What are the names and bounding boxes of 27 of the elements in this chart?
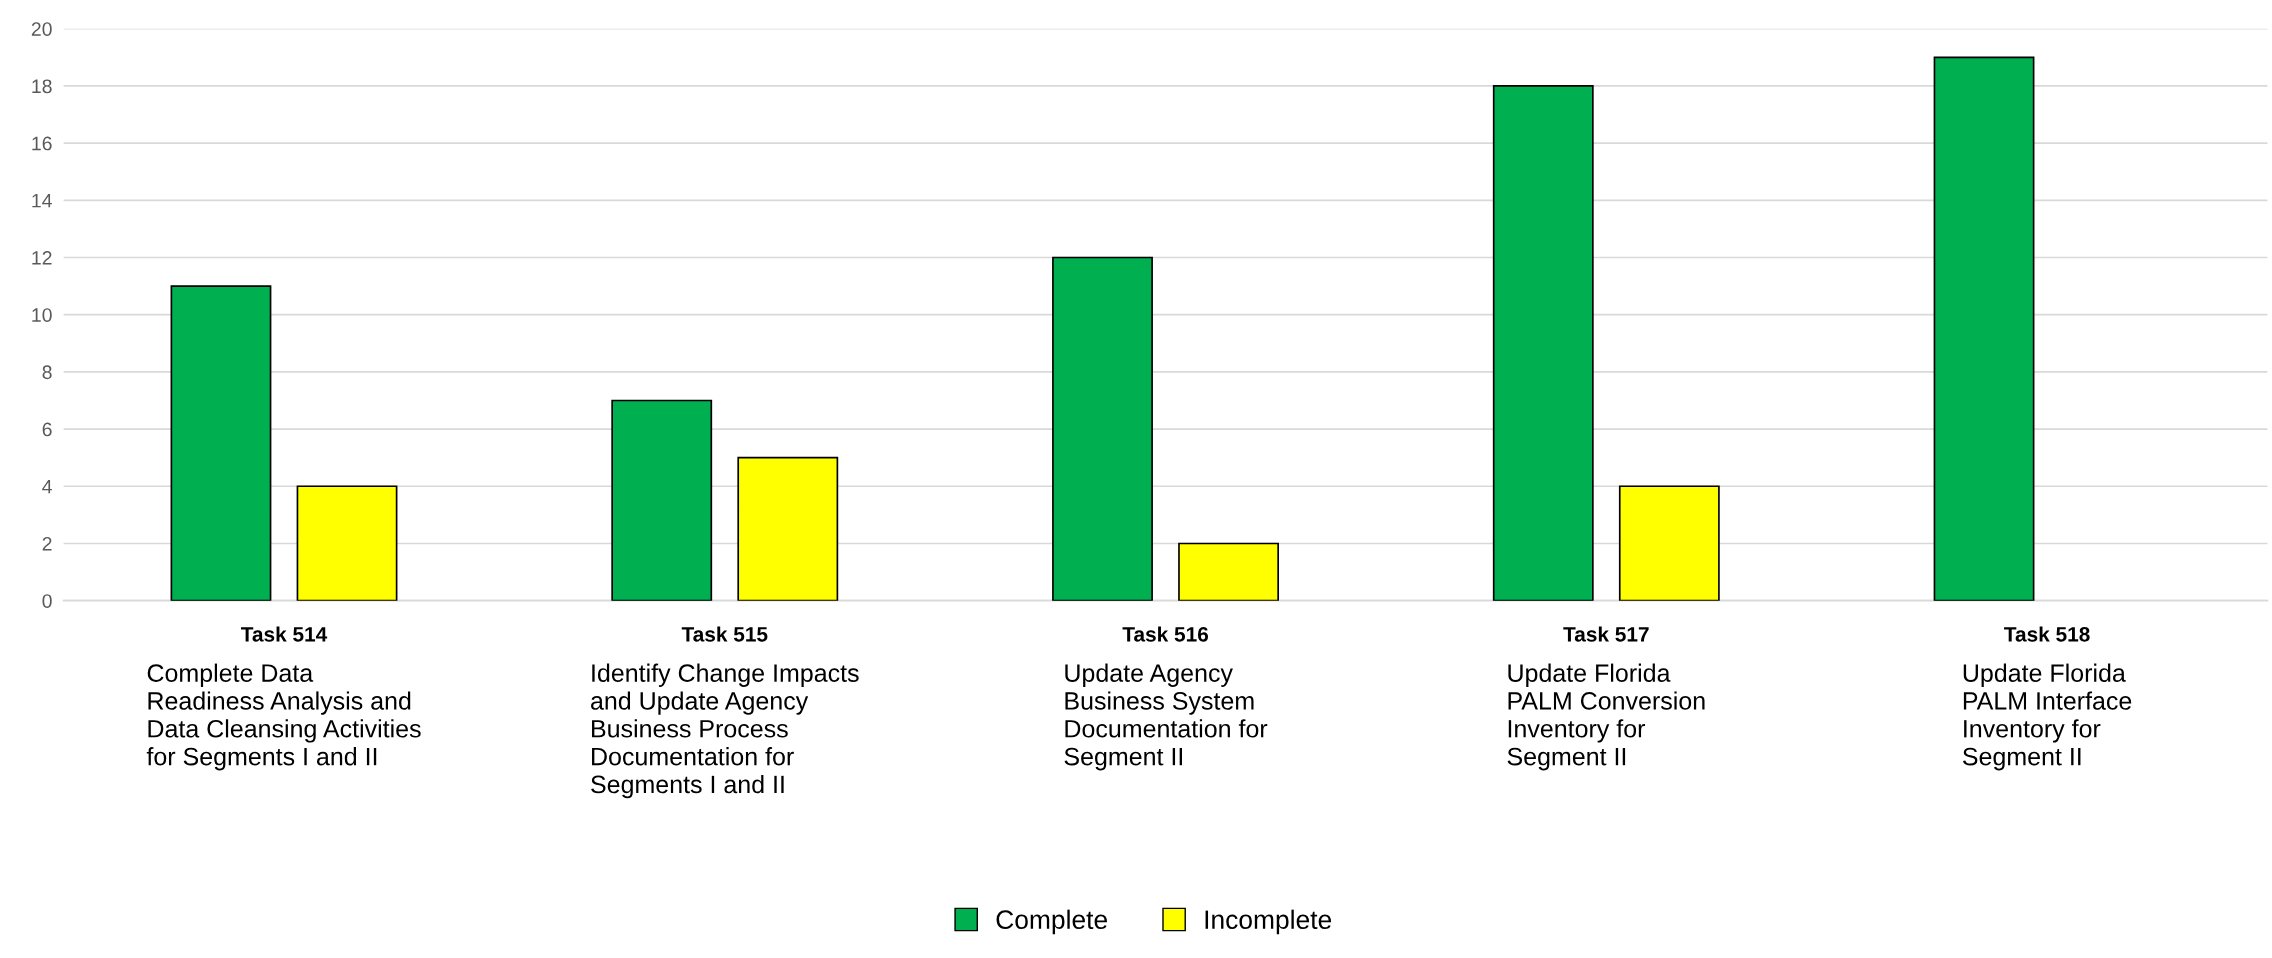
y-tick-label: 4 xyxy=(42,479,52,494)
x-tick-label: Task 515 Identify Change Impacts and Update Agency Business Process Documentation for Segments I and II xyxy=(591,626,859,799)
y-tick-label: 10 xyxy=(32,308,52,322)
y-tick-label: 20 xyxy=(31,22,52,36)
bar xyxy=(611,399,713,601)
x-tick-label: Task 514 Complete Data Readiness Analysis and Data Cleansing Activities for Segments I and II xyxy=(146,626,421,771)
x-tick-label: Task 518 Update Florida PALM Interface Inventory for Segment II xyxy=(1962,626,2132,771)
bar xyxy=(1933,56,2035,601)
y-tick-label: 0 xyxy=(42,594,52,608)
y-tick-label: 2 xyxy=(42,536,52,551)
bar xyxy=(1052,256,1153,601)
x-tick-label: Task 517 Update Florida PALM Conversion Inventory for Segment II xyxy=(1507,626,1705,771)
bar xyxy=(1618,485,1720,601)
bar xyxy=(170,285,272,601)
y-tick-label: 16 xyxy=(32,136,52,151)
y-tick-label: 18 xyxy=(32,79,52,94)
x-tick-label: Task 516 Update Agency Business System Documentation for Segment II xyxy=(1064,626,1268,771)
y-tick-label: 6 xyxy=(42,422,52,437)
y-tick-label: 14 xyxy=(32,193,52,208)
bar xyxy=(296,485,398,601)
bar xyxy=(737,456,839,601)
y-tick-label: 8 xyxy=(42,365,52,380)
bar xyxy=(1178,542,1279,601)
legend-label: Incomplete xyxy=(1205,909,1332,935)
y-tick-label: 12 xyxy=(32,250,52,265)
legend-label: Complete xyxy=(996,909,1107,935)
bar xyxy=(1492,85,1594,601)
